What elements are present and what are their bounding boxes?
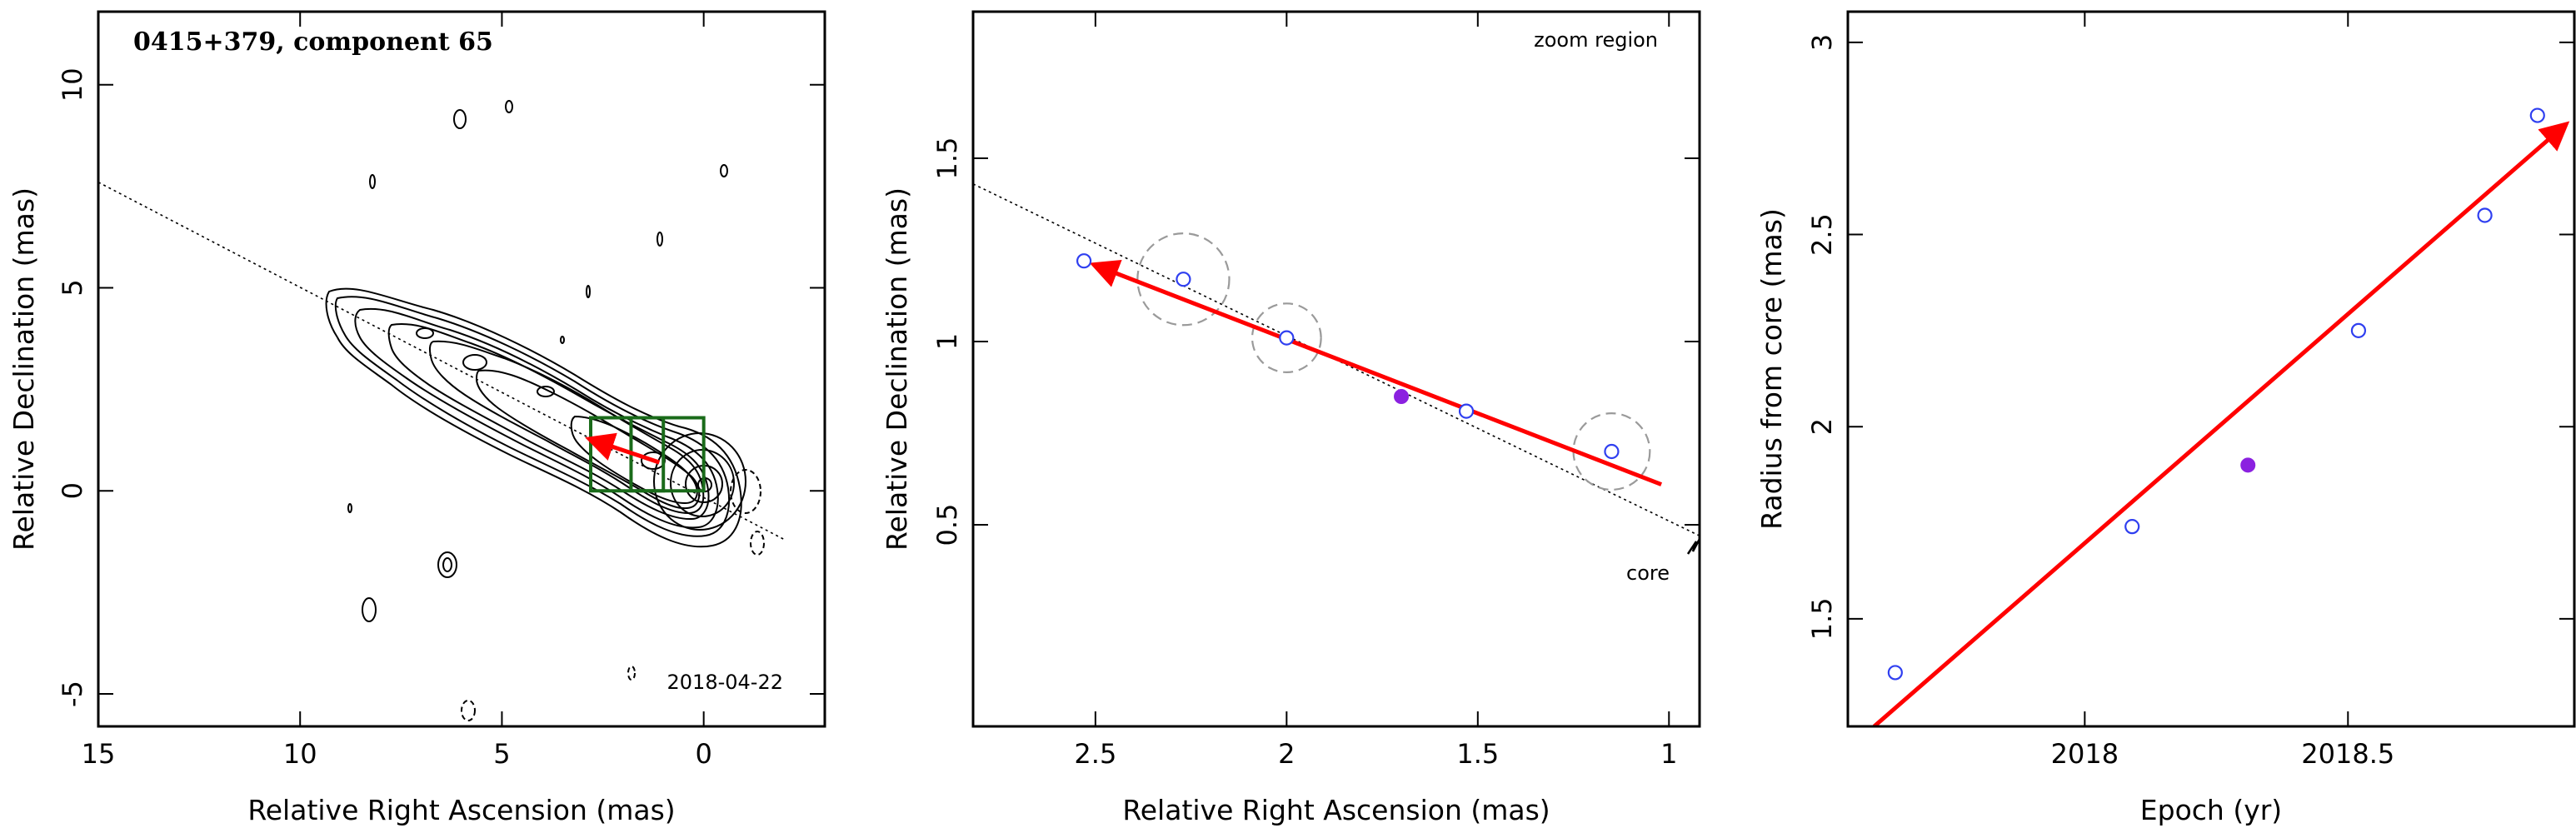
x-tick-label: 2018.5 (2301, 738, 2394, 770)
panel-title: 0415+379, component 65 (133, 27, 493, 57)
y-axis-label: Radius from core (mas) (1755, 208, 1788, 530)
plot-frame (1846, 10, 2576, 728)
fit-vector (1872, 121, 2570, 726)
contour-plot-area (98, 100, 785, 721)
x-tick-label: 10 (283, 738, 317, 770)
contour-level-7 (570, 415, 698, 505)
component-points (1076, 253, 1620, 460)
x-tick-label: 2 (1278, 738, 1295, 770)
error-circle (1251, 302, 1322, 374)
panel-contour-map: 15 10 5 0 -5 0 5 10 0415+379, component 65 2018… (7, 10, 826, 826)
x-tick-label: 5 (493, 738, 510, 770)
y-tick-label: 5 (57, 279, 88, 296)
zoom-region-label: zoom region (1534, 28, 1658, 52)
panel-radius-epoch: 2018 2018.5 1.5 2 2.5 3 Epoch (yr) Radius fro… (1755, 10, 2576, 826)
ticks: 15 10 5 0 -5 0 5 10 (57, 12, 825, 770)
contour-level-2 (334, 296, 731, 537)
panel-zoom-region: 2.5 2 1.5 1 0.5 1 1.5 zoom region core Relativ… (881, 10, 1701, 826)
x-tick-label: 0 (695, 738, 711, 770)
epoch-label: 2018-04-22 (667, 671, 783, 694)
open-data-point (2477, 207, 2493, 223)
plot-frame (971, 10, 1701, 728)
open-data-point (2529, 107, 2545, 123)
y-tick-label: 0.5 (931, 504, 963, 546)
y-tick-label: 2 (1806, 418, 1838, 435)
open-data-point (1887, 665, 1903, 681)
open-data-point (2124, 519, 2140, 535)
knot-contour-4 (537, 386, 555, 397)
filled-data-point (1394, 389, 1410, 404)
motion-vector (585, 432, 661, 465)
noise-contours (347, 100, 765, 721)
x-tick-label: 15 (82, 738, 116, 770)
y-tick-label: 3 (1806, 34, 1838, 51)
contour-level-3 (354, 307, 719, 529)
plot-frame (97, 10, 826, 728)
x-axis-label: Relative Right Ascension (mas) (1122, 794, 1550, 826)
x-tick-label: 2.5 (1074, 738, 1116, 770)
open-data-point (2350, 322, 2367, 338)
y-axis-label: Relative Declination (mas) (7, 187, 40, 551)
x-tick-label: 1.5 (1456, 738, 1499, 770)
filled-data-point (2240, 457, 2256, 473)
open-data-point (1458, 403, 1475, 419)
contour-level-6 (475, 369, 701, 510)
knot-contour-2 (462, 354, 487, 371)
ticks: 2.5 2 1.5 1 0.5 1 1.5 (931, 12, 1700, 770)
error-circle (1136, 232, 1231, 327)
zoom-plot-area (973, 183, 1700, 555)
y-tick-label: -5 (57, 681, 88, 707)
radius-plot-area (1872, 107, 2570, 726)
y-tick-label: 1 (931, 333, 963, 350)
ridge-line (98, 182, 785, 541)
ticks: 2018 2018.5 1.5 2 2.5 3 (1806, 12, 2574, 770)
radius-points (1887, 107, 2545, 681)
motion-vector (1089, 260, 1663, 486)
open-data-point (1176, 272, 1191, 287)
core-contour-outer (653, 432, 746, 531)
x-axis-label: Relative Right Ascension (mas) (247, 794, 675, 826)
x-axis-label: Epoch (yr) (2140, 794, 2282, 826)
open-data-point (1076, 253, 1092, 269)
y-tick-label: 10 (57, 67, 88, 102)
y-tick-label: 1.5 (931, 137, 963, 180)
y-tick-label: 0 (57, 482, 88, 499)
y-axis-label: Relative Declination (mas) (881, 187, 913, 551)
open-data-point (1279, 330, 1295, 346)
y-tick-label: 1.5 (1806, 597, 1838, 640)
core-label: core (1626, 561, 1670, 585)
knot-contour-3 (416, 327, 434, 339)
x-tick-label: 1 (1660, 738, 1677, 770)
open-data-point (1604, 443, 1620, 460)
x-tick-label: 2018 (2051, 738, 2119, 770)
jet-contours (325, 287, 746, 548)
y-tick-label: 2.5 (1806, 213, 1838, 256)
contour-level-1 (325, 287, 742, 548)
core-marker (1686, 538, 1700, 555)
